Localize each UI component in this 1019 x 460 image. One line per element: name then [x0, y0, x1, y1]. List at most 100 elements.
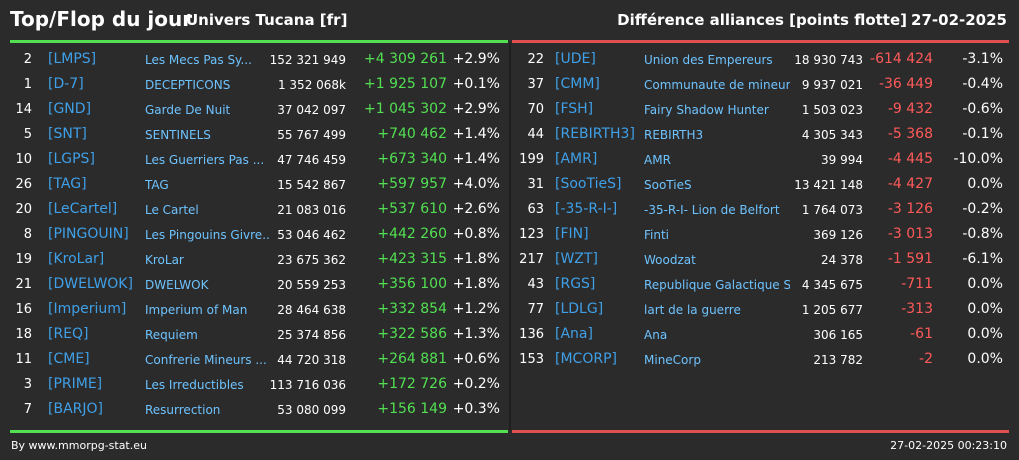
alliance-name-link[interactable]: Le Cartel — [145, 203, 199, 217]
alliance-name-link[interactable]: Garde De Nuit — [145, 103, 231, 117]
alliance-score: 113 716 036 — [269, 378, 346, 392]
alliance-rank: 18 — [15, 327, 32, 342]
alliance-tag-link[interactable]: [CMM] — [555, 76, 600, 92]
flop-alliance-row: 37 [CMM] Communaute de mineurs 9 937 021 -36… — [511, 74, 1019, 99]
alliance-tag-link[interactable]: [UDE] — [555, 51, 596, 67]
flop-alliance-row: 136 [Ana] Ana 306 165 -61 0.0% — [511, 324, 1019, 349]
flop-alliance-row: 70 [FSH] Fairy Shadow Hunter 1 503 023 -9 43… — [511, 99, 1019, 124]
score-difference: +537 610 — [377, 201, 447, 217]
alliance-name-link[interactable]: TAG — [145, 178, 169, 192]
score-difference: +1 045 302 — [364, 101, 447, 117]
flop-alliance-row: 43 [RGS] Republique Galactique S 4 345 675 -… — [511, 274, 1019, 299]
alliance-tag-link[interactable]: [-35-R-I-] — [555, 201, 618, 217]
alliance-name-link[interactable]: Les Mecs Pas Sy... — [145, 53, 252, 67]
alliance-rank: 3 — [23, 377, 32, 392]
alliance-name-link[interactable]: Fairy Shadow Hunter — [644, 103, 769, 117]
alliance-name-link[interactable]: Woodzat — [644, 253, 696, 267]
alliance-name-link[interactable]: DECEPTICONS — [145, 78, 231, 92]
alliance-score: 18 930 743 — [794, 53, 863, 67]
alliance-tag-link[interactable]: [WZT] — [555, 251, 598, 267]
alliance-name-link[interactable]: lart de la guerre — [644, 303, 741, 317]
alliance-tag-link[interactable]: [DWELWOK] — [48, 276, 133, 292]
alliance-name-link[interactable]: Ana — [644, 328, 668, 342]
alliance-tag-link[interactable]: [D-7] — [48, 76, 84, 92]
alliance-tag-link[interactable]: [SNT] — [48, 126, 87, 142]
score-difference: -1 591 — [887, 251, 933, 267]
alliance-tag-link[interactable]: [KroLar] — [48, 251, 105, 267]
alliance-name-link[interactable]: Finti — [644, 228, 670, 242]
top-alliance-row: 14 [GND] Garde De Nuit 37 042 097 +1 045 302… — [0, 99, 509, 124]
top-alliance-row: 1 [D-7] DECEPTICONS 1 352 068k +1 925 107 +0.… — [0, 74, 509, 99]
flop-alliance-row: 44 [REBIRTH3] REBIRTH3 4 305 343 -5 368 -0.1% — [511, 124, 1019, 149]
alliance-tag-link[interactable]: [LeCartel] — [48, 201, 118, 217]
alliance-name-link[interactable]: SENTINELS — [145, 128, 211, 142]
alliance-tag-link[interactable]: [LDLG] — [555, 301, 604, 317]
alliance-name-link[interactable]: REBIRTH3 — [644, 128, 704, 142]
score-difference: -36 449 — [878, 76, 933, 92]
top-alliance-row: 19 [KroLar] KroLar 23 675 362 +423 315 +1.8% — [0, 249, 509, 274]
score-difference: +156 149 — [377, 401, 447, 417]
alliance-tag-link[interactable]: [GND] — [48, 101, 92, 117]
alliance-tag-link[interactable]: [CME] — [48, 351, 90, 367]
alliance-tag-link[interactable]: [Ana] — [555, 326, 593, 342]
score-difference: -9 432 — [887, 101, 933, 117]
alliance-tag-link[interactable]: [FSH] — [555, 101, 594, 117]
alliance-rank: 22 — [527, 52, 544, 67]
alliance-tag-link[interactable]: [LMPS] — [48, 51, 97, 67]
alliance-name-link[interactable]: Requiem — [145, 328, 198, 342]
alliance-tag-link[interactable]: [PRIME] — [48, 376, 103, 392]
alliance-name-link[interactable]: Les Irreductibles — [145, 378, 244, 392]
alliance-tag-link[interactable]: [SooTieS] — [555, 176, 622, 192]
percent-change: -0.6% — [962, 101, 1003, 117]
alliance-rank: 11 — [15, 352, 32, 367]
alliance-tag-link[interactable]: [RGS] — [555, 276, 596, 292]
alliance-score: 55 767 499 — [277, 128, 346, 142]
alliance-score: 1 352 068k — [277, 78, 346, 92]
score-difference: +597 957 — [377, 176, 447, 192]
alliance-name-link[interactable]: AMR — [644, 153, 671, 167]
alliance-rank: 37 — [527, 77, 544, 92]
top-alliance-row: 18 [REQ] Requiem 25 374 856 +322 586 +1.3% — [0, 324, 509, 349]
percent-change: -0.2% — [962, 201, 1003, 217]
alliance-name-link[interactable]: Les Pingouins Givre... — [145, 228, 270, 242]
alliance-score: 306 165 — [813, 328, 863, 342]
alliance-tag-link[interactable]: [MCORP] — [555, 351, 617, 367]
top-alliance-row: 8 [PINGOUIN] Les Pingouins Givre... 53 046 … — [0, 224, 509, 249]
alliance-name-link[interactable]: Republique Galactique S — [644, 278, 790, 292]
alliance-name-link[interactable]: -35-R-I- Lion de Belfort — [644, 203, 780, 217]
alliance-name-link[interactable]: KroLar — [145, 253, 184, 267]
alliance-name-link[interactable]: Resurrection — [145, 403, 221, 417]
alliance-name-link[interactable]: Les Guerriers Pas ... — [145, 153, 265, 167]
alliance-rank: 70 — [527, 102, 544, 117]
alliance-score: 213 782 — [813, 353, 863, 367]
percent-change: +4.0% — [452, 176, 500, 192]
alliance-tag-link[interactable]: [LGPS] — [48, 151, 95, 167]
alliance-tag-link[interactable]: [BARJO] — [48, 401, 103, 417]
alliance-name-link[interactable]: SooTieS — [644, 178, 692, 192]
alliance-tag-link[interactable]: [REBIRTH3] — [555, 126, 635, 142]
alliance-name-link[interactable]: Union des Empereurs — [644, 53, 773, 67]
percent-change: +1.4% — [452, 126, 500, 142]
top-panel-bottom-line — [10, 430, 508, 433]
alliance-tag-link[interactable]: [FIN] — [555, 226, 589, 242]
alliance-tag-link[interactable]: [REQ] — [48, 326, 89, 342]
percent-change: 0.0% — [967, 351, 1003, 367]
alliance-tag-link[interactable]: [PINGOUIN] — [48, 226, 129, 242]
alliance-name-link[interactable]: Confrerie Mineurs ... — [145, 353, 267, 367]
score-difference: -711 — [901, 276, 933, 292]
alliance-name-link[interactable]: Imperium of Man — [145, 303, 248, 317]
flop-alliance-row: 31 [SooTieS] SooTieS 13 421 148 -4 427 0.0% — [511, 174, 1019, 199]
percent-change: +1.2% — [452, 301, 500, 317]
alliance-tag-link[interactable]: [AMR] — [555, 151, 598, 167]
alliance-score: 53 046 462 — [277, 228, 346, 242]
alliance-name-link[interactable]: MineCorp — [644, 353, 701, 367]
alliance-name-link[interactable]: DWELWOK — [145, 278, 209, 292]
alliance-tag-link[interactable]: [TAG] — [48, 176, 87, 192]
percent-change: 0.0% — [967, 301, 1003, 317]
top-alliance-row: 7 [BARJO] Resurrection 53 080 099 +156 149 +0… — [0, 399, 509, 424]
alliance-rank: 16 — [15, 302, 32, 317]
alliance-tag-link[interactable]: [Imperium] — [48, 301, 127, 317]
generated-timestamp: 27-02-2025 00:23:10 — [890, 439, 1007, 452]
score-difference: -3 126 — [887, 201, 933, 217]
alliance-name-link[interactable]: Communaute de mineurs — [644, 78, 790, 92]
